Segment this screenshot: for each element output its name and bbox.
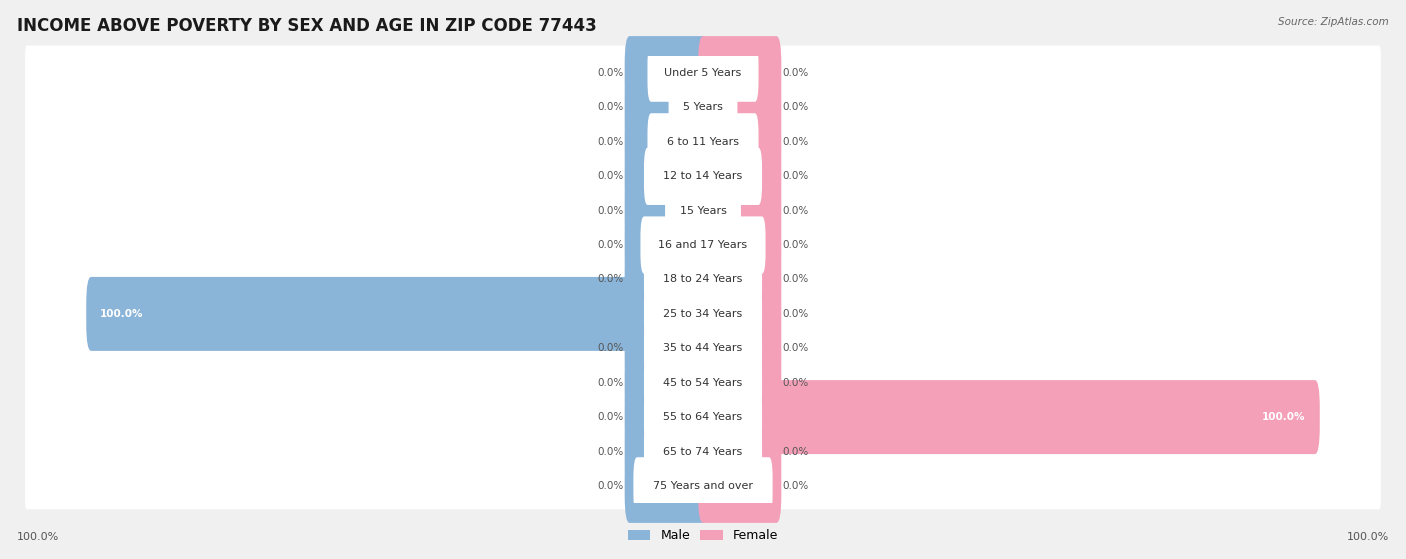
Text: 0.0%: 0.0%: [783, 171, 808, 181]
FancyBboxPatch shape: [25, 390, 1381, 440]
FancyBboxPatch shape: [644, 423, 762, 480]
Text: 0.0%: 0.0%: [598, 343, 623, 353]
FancyBboxPatch shape: [624, 415, 707, 489]
FancyBboxPatch shape: [644, 251, 762, 308]
FancyBboxPatch shape: [644, 148, 762, 205]
FancyBboxPatch shape: [644, 354, 762, 411]
Text: 0.0%: 0.0%: [598, 68, 623, 78]
Text: 65 to 74 Years: 65 to 74 Years: [664, 447, 742, 457]
FancyBboxPatch shape: [669, 79, 737, 136]
FancyBboxPatch shape: [633, 457, 773, 515]
Text: 0.0%: 0.0%: [783, 378, 808, 388]
Text: 0.0%: 0.0%: [598, 447, 623, 457]
FancyBboxPatch shape: [699, 36, 782, 110]
FancyBboxPatch shape: [699, 449, 782, 523]
FancyBboxPatch shape: [25, 149, 1381, 200]
Text: 0.0%: 0.0%: [598, 481, 623, 491]
FancyBboxPatch shape: [25, 80, 1381, 131]
Text: 0.0%: 0.0%: [783, 240, 808, 250]
FancyBboxPatch shape: [25, 217, 1381, 268]
Text: 0.0%: 0.0%: [783, 309, 808, 319]
Text: Source: ZipAtlas.com: Source: ZipAtlas.com: [1278, 17, 1389, 27]
FancyBboxPatch shape: [699, 311, 782, 385]
Text: 16 and 17 Years: 16 and 17 Years: [658, 240, 748, 250]
FancyBboxPatch shape: [86, 277, 707, 351]
FancyBboxPatch shape: [25, 424, 1381, 475]
FancyBboxPatch shape: [699, 345, 782, 420]
Text: 0.0%: 0.0%: [783, 68, 808, 78]
Text: 0.0%: 0.0%: [783, 206, 808, 216]
Text: 25 to 34 Years: 25 to 34 Years: [664, 309, 742, 319]
Text: 100.0%: 100.0%: [100, 309, 143, 319]
FancyBboxPatch shape: [25, 252, 1381, 303]
Text: 0.0%: 0.0%: [598, 240, 623, 250]
Text: 0.0%: 0.0%: [598, 206, 623, 216]
Text: 0.0%: 0.0%: [783, 447, 808, 457]
Text: 55 to 64 Years: 55 to 64 Years: [664, 412, 742, 422]
FancyBboxPatch shape: [25, 458, 1381, 509]
FancyBboxPatch shape: [25, 355, 1381, 406]
FancyBboxPatch shape: [624, 243, 707, 316]
Text: 15 Years: 15 Years: [679, 206, 727, 216]
FancyBboxPatch shape: [624, 345, 707, 420]
Text: 0.0%: 0.0%: [783, 274, 808, 285]
FancyBboxPatch shape: [665, 182, 741, 239]
Text: 0.0%: 0.0%: [598, 378, 623, 388]
FancyBboxPatch shape: [644, 389, 762, 446]
Text: 100.0%: 100.0%: [1263, 412, 1306, 422]
FancyBboxPatch shape: [648, 44, 758, 102]
Text: Under 5 Years: Under 5 Years: [665, 68, 741, 78]
FancyBboxPatch shape: [25, 115, 1381, 165]
Text: INCOME ABOVE POVERTY BY SEX AND AGE IN ZIP CODE 77443: INCOME ABOVE POVERTY BY SEX AND AGE IN Z…: [17, 17, 596, 35]
Text: 45 to 54 Years: 45 to 54 Years: [664, 378, 742, 388]
FancyBboxPatch shape: [644, 285, 762, 343]
Text: 0.0%: 0.0%: [598, 171, 623, 181]
Text: 100.0%: 100.0%: [1347, 532, 1389, 542]
FancyBboxPatch shape: [624, 36, 707, 110]
Text: 75 Years and over: 75 Years and over: [652, 481, 754, 491]
FancyBboxPatch shape: [624, 311, 707, 385]
FancyBboxPatch shape: [25, 286, 1381, 337]
Text: 5 Years: 5 Years: [683, 102, 723, 112]
FancyBboxPatch shape: [648, 113, 758, 170]
FancyBboxPatch shape: [624, 449, 707, 523]
Text: 0.0%: 0.0%: [598, 274, 623, 285]
FancyBboxPatch shape: [699, 277, 782, 351]
FancyBboxPatch shape: [699, 208, 782, 282]
Text: 0.0%: 0.0%: [783, 481, 808, 491]
FancyBboxPatch shape: [624, 105, 707, 179]
FancyBboxPatch shape: [641, 216, 765, 274]
Text: 0.0%: 0.0%: [783, 137, 808, 147]
FancyBboxPatch shape: [699, 243, 782, 316]
FancyBboxPatch shape: [25, 321, 1381, 372]
Text: 6 to 11 Years: 6 to 11 Years: [666, 137, 740, 147]
FancyBboxPatch shape: [644, 320, 762, 377]
Text: 12 to 14 Years: 12 to 14 Years: [664, 171, 742, 181]
Text: 18 to 24 Years: 18 to 24 Years: [664, 274, 742, 285]
Text: 35 to 44 Years: 35 to 44 Years: [664, 343, 742, 353]
FancyBboxPatch shape: [624, 174, 707, 248]
Text: 0.0%: 0.0%: [598, 137, 623, 147]
FancyBboxPatch shape: [699, 105, 782, 179]
FancyBboxPatch shape: [699, 70, 782, 144]
Text: 0.0%: 0.0%: [783, 102, 808, 112]
Text: 0.0%: 0.0%: [598, 102, 623, 112]
FancyBboxPatch shape: [25, 46, 1381, 97]
Legend: Male, Female: Male, Female: [623, 524, 783, 547]
FancyBboxPatch shape: [25, 183, 1381, 234]
FancyBboxPatch shape: [699, 174, 782, 248]
Text: 100.0%: 100.0%: [17, 532, 59, 542]
FancyBboxPatch shape: [624, 208, 707, 282]
FancyBboxPatch shape: [624, 70, 707, 144]
FancyBboxPatch shape: [699, 415, 782, 489]
FancyBboxPatch shape: [699, 139, 782, 214]
Text: 0.0%: 0.0%: [783, 343, 808, 353]
FancyBboxPatch shape: [624, 380, 707, 454]
FancyBboxPatch shape: [624, 139, 707, 214]
Text: 0.0%: 0.0%: [598, 412, 623, 422]
FancyBboxPatch shape: [699, 380, 1320, 454]
